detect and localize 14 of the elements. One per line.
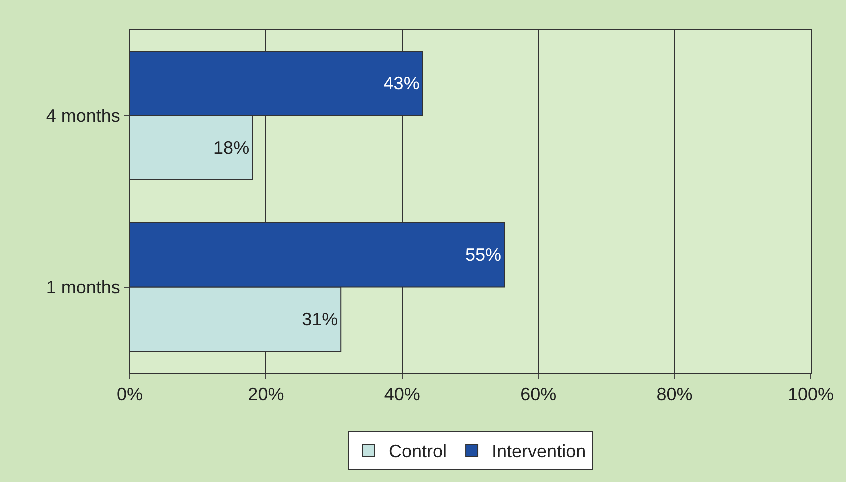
x-tick-label: 60% — [520, 384, 557, 405]
x-tick-label: 20% — [248, 384, 284, 405]
legend-label: Intervention — [492, 442, 586, 462]
x-tick-label: 80% — [656, 384, 693, 405]
x-tick-label: 40% — [384, 384, 420, 405]
x-tick-label: 0% — [116, 384, 144, 405]
data-label: 43% — [384, 74, 420, 94]
data-label: 18% — [214, 138, 250, 158]
data-label: 55% — [466, 245, 502, 266]
legend-label: Control — [389, 442, 448, 462]
y-tick-label: 4 months — [46, 106, 120, 126]
x-tick-label: 100% — [788, 384, 834, 405]
y-tick-label: 1 months — [46, 278, 120, 298]
data-label: 31% — [302, 309, 338, 330]
